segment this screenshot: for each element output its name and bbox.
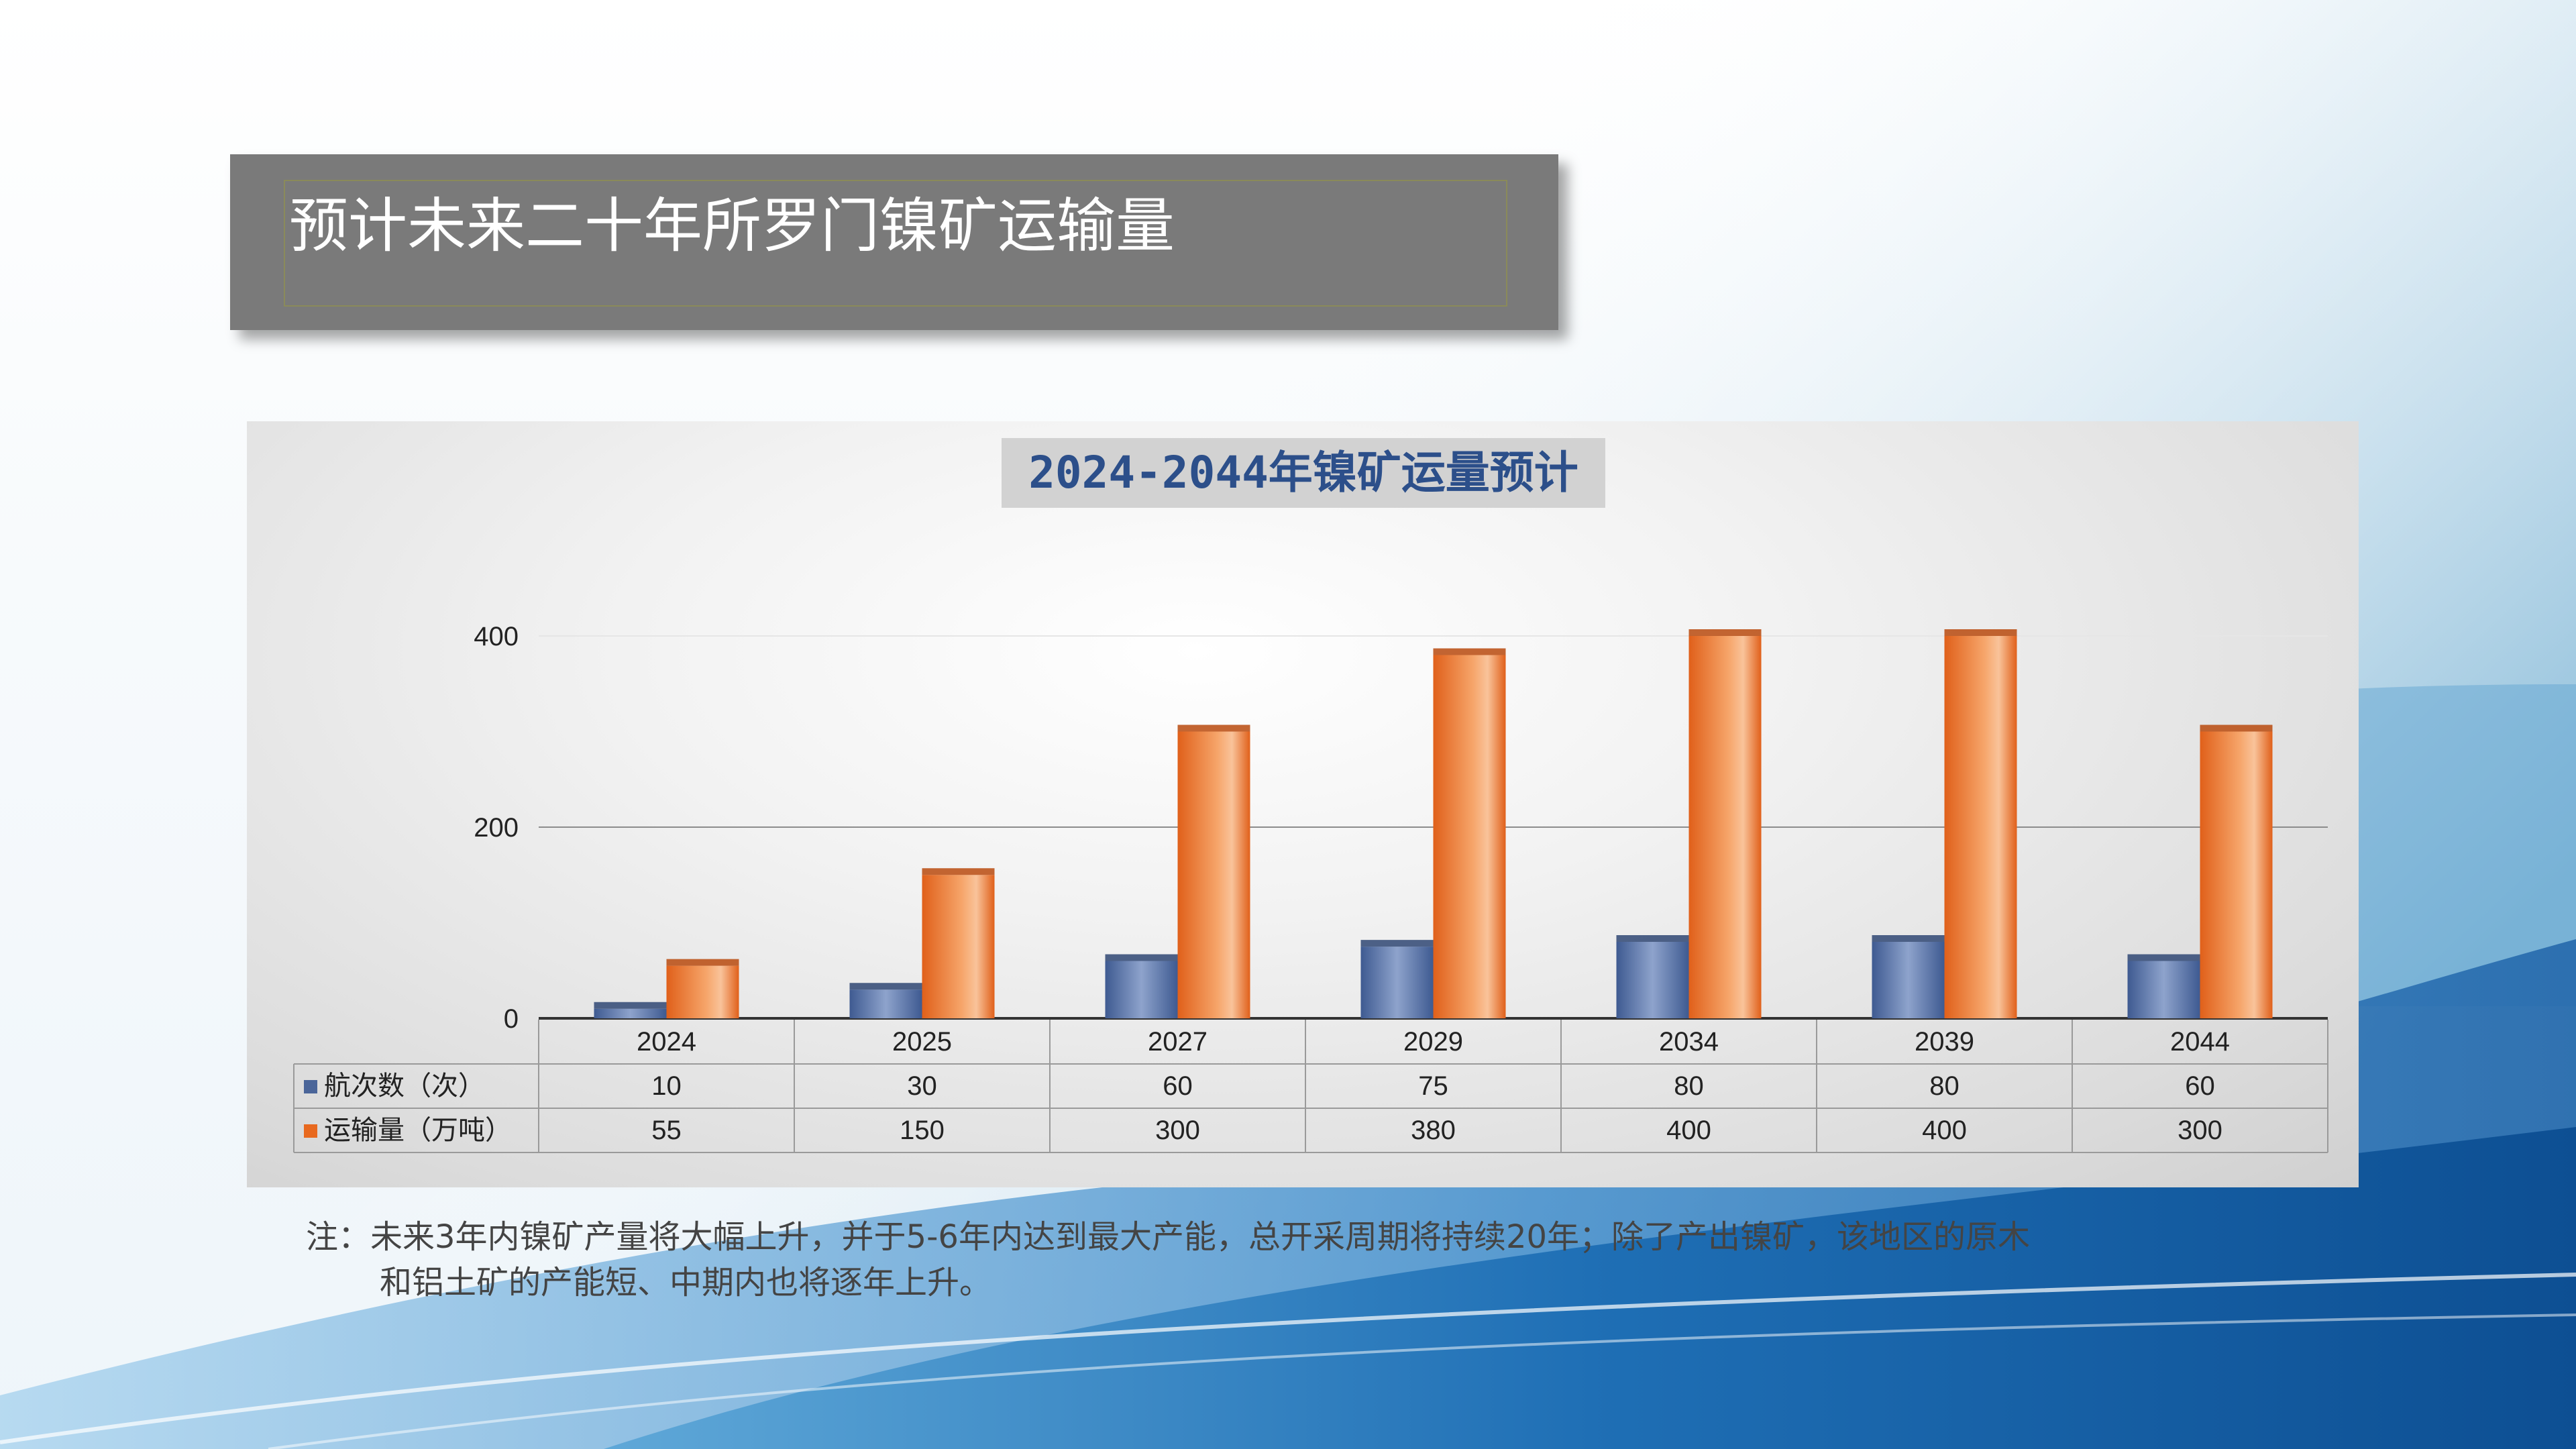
bar-voyages [1616, 942, 1689, 1018]
x-tick-label: 2029 [1403, 1027, 1463, 1057]
x-tick-label: 2025 [892, 1027, 952, 1057]
data-table-value: 75 [1418, 1071, 1448, 1101]
bar-cap [1688, 629, 1762, 636]
footnote: 注：未来3年内镍矿产量将大幅上升，并于5-6年内达到最大产能，总开采周期将持续2… [306, 1214, 2318, 1305]
data-table-value: 400 [1666, 1116, 1711, 1145]
x-tick-label: 2039 [1915, 1027, 1974, 1057]
bar-cap [1177, 724, 1250, 732]
bar-cap [2200, 724, 2273, 732]
bar-chart: 0 200 400 2024 2025 2027 2029 2034 2039 2044 航次数（… [293, 622, 2328, 1153]
data-table-value: 300 [2178, 1116, 2222, 1145]
y-tick-label: 400 [474, 622, 519, 651]
data-table-value: 80 [1929, 1071, 1960, 1101]
legend-label: 运输量（万吨） [324, 1116, 512, 1145]
data-table-value: 380 [1411, 1116, 1456, 1145]
bar-cap [1360, 940, 1434, 947]
y-tick-label: 200 [474, 813, 519, 843]
bar-volume [1944, 636, 2017, 1018]
footnote-line-2: 和铝土矿的产能短、中期内也将逐年上升。 [380, 1264, 992, 1301]
bar-cap [1105, 954, 1178, 961]
data-table-value: 55 [651, 1116, 682, 1145]
bar-volume [1433, 655, 1506, 1018]
data-table-value: 300 [1155, 1116, 1200, 1145]
x-tick-label: 2044 [2170, 1027, 2230, 1057]
chart-panel: 2024-2044年镍矿运量预计 0 200 400 2024 2025 2027 202… [247, 421, 2359, 1187]
bar-volume [922, 875, 995, 1018]
x-tick-label: 2024 [637, 1027, 696, 1057]
data-table-value: 60 [2185, 1071, 2215, 1101]
data-table-value: 60 [1163, 1071, 1193, 1101]
y-tick-label: 0 [504, 1004, 519, 1034]
bar-voyages [2127, 961, 2200, 1018]
bar-cap [666, 959, 739, 966]
slide-title: 预计未来二十年所罗门镍矿运输量 [289, 191, 1175, 260]
chart-title: 2024-2044年镍矿运量预计 [1028, 447, 1578, 498]
chart-title-box: 2024-2044年镍矿运量预计 [1002, 438, 1605, 508]
bar-voyages [1872, 942, 1945, 1018]
data-table-value: 30 [907, 1071, 937, 1101]
legend-key-voyages [304, 1080, 317, 1093]
title-inner-frame [284, 180, 1507, 307]
data-table-value: 10 [651, 1071, 682, 1101]
bar-cap [594, 1002, 667, 1009]
bar-voyages [849, 989, 922, 1018]
data-table-value: 400 [1922, 1116, 1967, 1145]
data-table-value: 150 [900, 1116, 945, 1145]
bar-cap [1616, 935, 1689, 942]
bar-voyages [594, 1008, 667, 1018]
bar-volume [1688, 636, 1762, 1018]
x-tick-label: 2034 [1659, 1027, 1719, 1057]
bar-volume [2200, 731, 2273, 1018]
footnote-line-1: 注：未来3年内镍矿产量将大幅上升，并于5-6年内达到最大产能，总开采周期将持续2… [306, 1218, 2031, 1256]
bar-cap [1944, 629, 2017, 636]
data-table-value: 80 [1674, 1071, 1704, 1101]
slide-title-box: 预计未来二十年所罗门镍矿运输量 [230, 154, 1558, 330]
legend-key-volume [304, 1124, 317, 1138]
bar-cap [1872, 935, 1945, 942]
bar-cap [849, 983, 922, 990]
bar-cap [2127, 954, 2200, 961]
bar-volume [1177, 731, 1250, 1018]
bar-voyages [1105, 961, 1178, 1018]
x-tick-label: 2027 [1148, 1027, 1208, 1057]
bar-cap [1433, 648, 1506, 655]
bar-cap [922, 868, 995, 875]
legend-label: 航次数（次） [324, 1071, 485, 1101]
bar-voyages [1360, 947, 1434, 1018]
bar-volume [666, 965, 739, 1018]
